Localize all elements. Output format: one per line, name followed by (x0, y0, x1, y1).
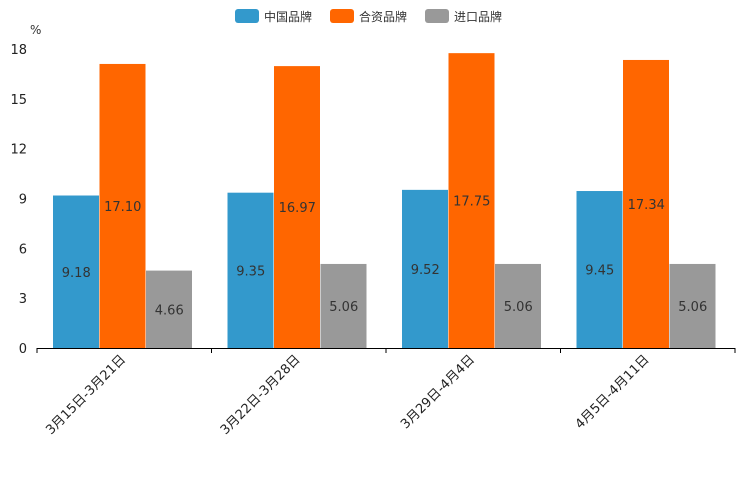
bar (99, 63, 146, 348)
bar-value-label: 4.66 (155, 303, 184, 318)
y-tick-label: 6 (19, 242, 27, 257)
bar-value-label: 9.18 (62, 266, 91, 281)
legend-item-label: 中国品牌 (264, 9, 312, 24)
x-tick-label: 3月22日-3月28日 (218, 352, 304, 438)
legend-swatch (330, 9, 354, 23)
x-tick-label: 3月29日-4月4日 (398, 352, 478, 432)
bar-value-label: 5.06 (678, 300, 707, 315)
y-tick-label: 12 (10, 143, 27, 158)
bar-value-label: 17.75 (453, 195, 490, 210)
bar (227, 192, 274, 348)
bar (146, 270, 192, 348)
bar (274, 66, 320, 349)
bar-value-label: 9.52 (411, 263, 440, 278)
y-axis: 0 3 6 9 12 15 18 (10, 43, 27, 357)
x-tick-label: 3月15日-3月21日 (43, 352, 129, 438)
bar-value-label: 5.06 (504, 300, 533, 315)
y-tick-label: 0 (19, 342, 27, 357)
bar (576, 191, 623, 348)
bar (623, 59, 669, 349)
bar-value-label: 9.35 (236, 264, 265, 279)
bar-value-label: 9.45 (585, 264, 614, 279)
y-tick-label: 9 (19, 193, 27, 208)
y-axis-unit-label: % (30, 23, 41, 37)
y-tick-label: 3 (19, 292, 27, 307)
x-tick-label: 4月5日-4月11日 (573, 352, 653, 432)
bar (320, 263, 367, 348)
y-tick-label: 18 (10, 43, 27, 58)
bar (448, 53, 495, 349)
y-tick-label: 15 (10, 93, 27, 108)
legend-item-label: 合资品牌 (359, 9, 407, 24)
legend-item-label: 进口品牌 (454, 10, 502, 24)
legend: 中国品牌 合资品牌 进口品牌 (235, 9, 502, 24)
bar (402, 189, 448, 348)
bar-value-label: 17.34 (628, 198, 665, 213)
bar (53, 195, 99, 348)
bar (495, 263, 541, 348)
bars-group: 9.18 17.10 4.66 9.35 16.97 5.06 9.52 17.75 5.06 9… (53, 53, 716, 349)
bar-value-label: 16.97 (279, 201, 316, 216)
legend-swatch (425, 9, 449, 23)
bar (669, 263, 716, 348)
legend-swatch (235, 9, 259, 23)
x-axis: 3月15日-3月21日 3月22日-3月28日 3月29日-4月4日 4月5日-4月1… (36, 348, 736, 438)
bar-value-label: 17.10 (104, 200, 141, 215)
bar-value-label: 5.06 (329, 300, 358, 315)
